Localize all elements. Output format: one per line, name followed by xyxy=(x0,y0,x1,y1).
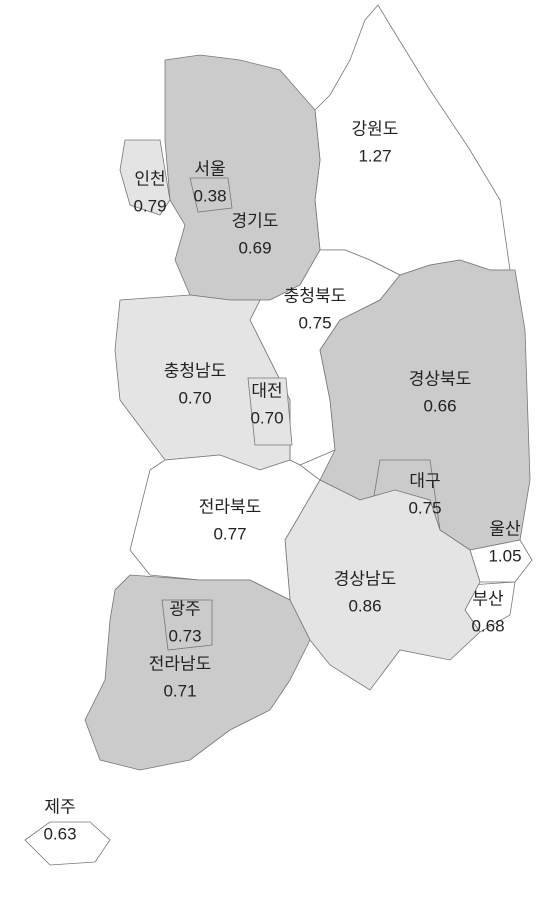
region-value: 0.79 xyxy=(133,196,166,215)
region-shape xyxy=(164,54,321,301)
region-shape xyxy=(314,4,511,276)
region-shape xyxy=(247,377,293,446)
region-name: 대구 xyxy=(409,471,440,490)
region-name: 경상북도 xyxy=(409,369,472,388)
region-name: 경기도 xyxy=(232,211,279,230)
region-name: 전라북도 xyxy=(199,497,262,516)
region-name: 제주 xyxy=(44,797,75,816)
region-value: 0.66 xyxy=(423,396,456,415)
region-name: 울산 xyxy=(489,519,521,538)
region-shape xyxy=(161,599,213,651)
region-value: 0.75 xyxy=(408,498,441,517)
region-name: 부산 xyxy=(472,589,504,608)
region-value: 0.86 xyxy=(348,596,381,615)
region-shape xyxy=(129,454,321,601)
region-shape xyxy=(24,821,111,866)
region-shape xyxy=(189,177,233,213)
region-name: 대전 xyxy=(251,381,282,400)
region-value: 0.68 xyxy=(471,616,504,635)
region-name: 경상남도 xyxy=(334,569,397,588)
region-value: 0.75 xyxy=(298,313,331,332)
region-shape xyxy=(84,574,311,771)
region-value: 0.71 xyxy=(163,681,196,700)
region-name: 전라남도 xyxy=(149,654,212,673)
region-value: 1.05 xyxy=(488,546,521,565)
region-value: 0.70 xyxy=(178,388,211,407)
region-value: 1.27 xyxy=(358,146,391,165)
region-value: 0.73 xyxy=(168,626,201,645)
region-value: 0.70 xyxy=(250,408,283,427)
region-value: 0.77 xyxy=(213,524,246,543)
region-shape xyxy=(119,139,171,216)
region-value: 0.69 xyxy=(238,238,271,257)
region-name: 광주 xyxy=(169,599,200,618)
region-name: 인천 xyxy=(134,169,165,188)
region-value: 0.38 xyxy=(193,186,226,205)
region-name: 충청남도 xyxy=(164,361,227,380)
region-name: 서울 xyxy=(194,159,225,178)
region-value: 0.63 xyxy=(43,824,76,843)
region-name: 강원도 xyxy=(352,119,399,138)
region-name: 충청북도 xyxy=(284,286,347,305)
